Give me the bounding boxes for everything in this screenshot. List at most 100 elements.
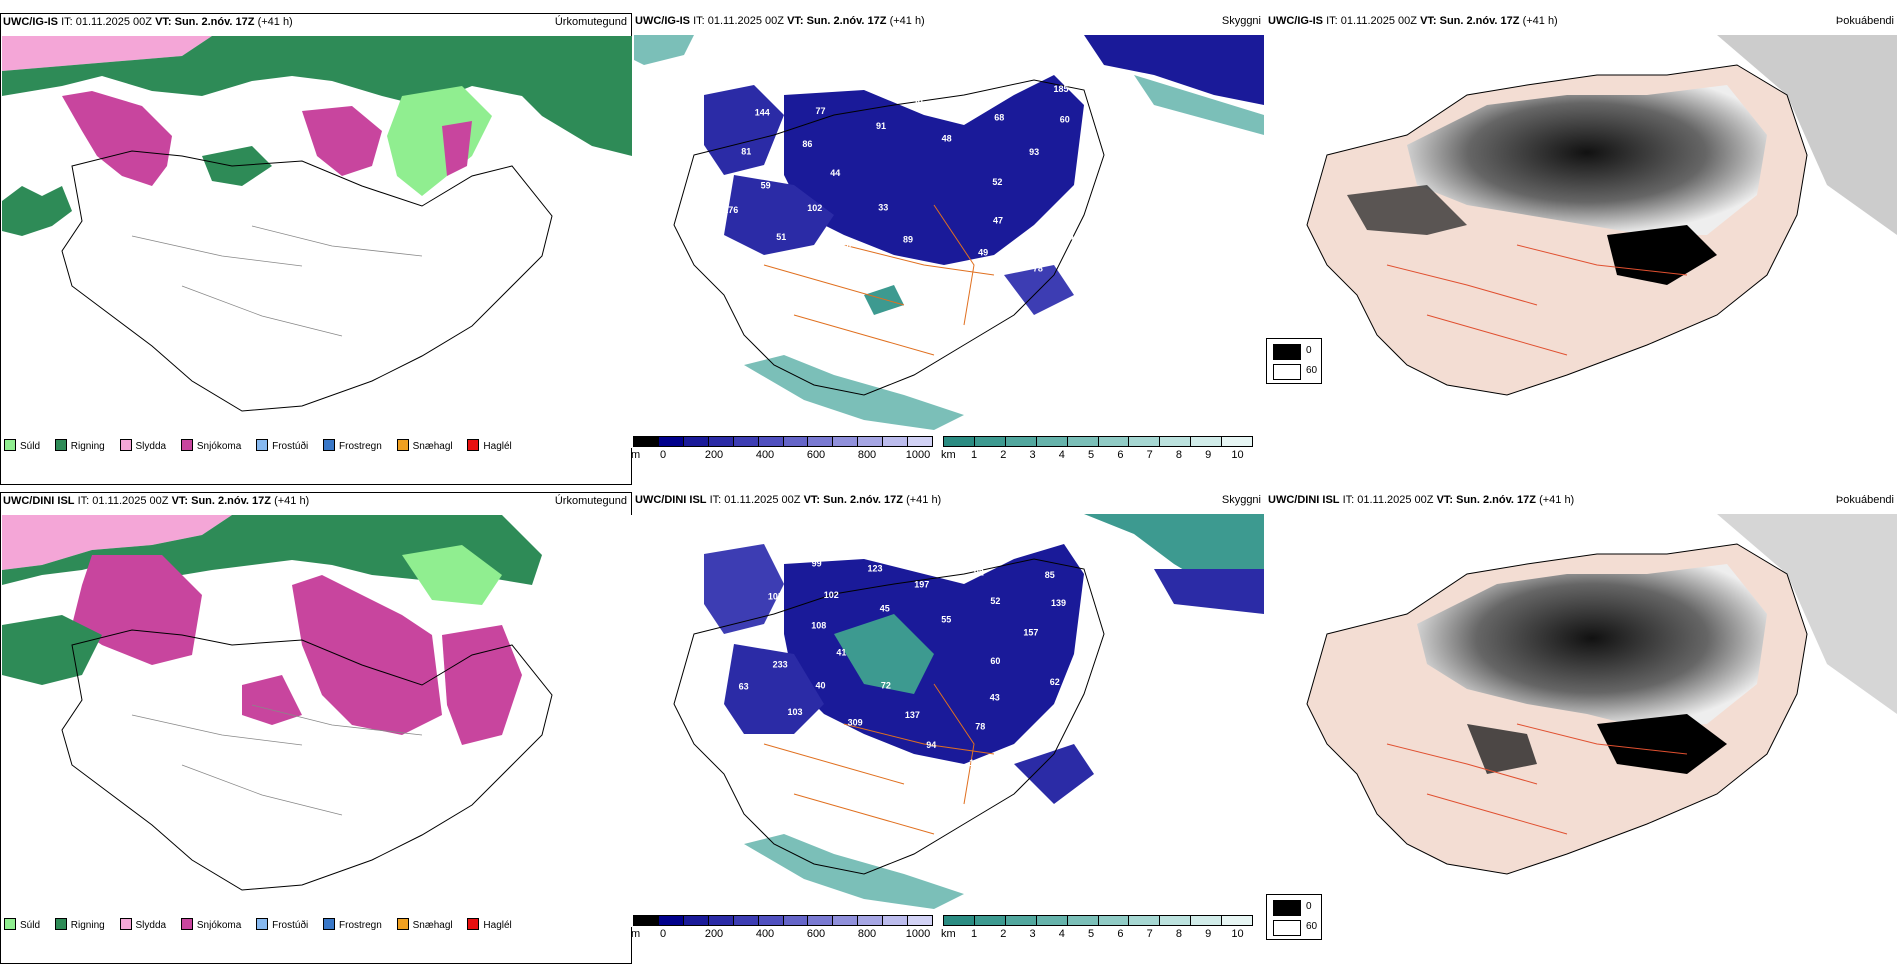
- colorbar-segment: [1160, 916, 1192, 925]
- panel-header: UWC/DINI ISL IT: 01.11.2025 00Z VT: Sun.…: [635, 494, 1261, 510]
- colorbar-segment: [1191, 437, 1223, 446]
- vt-label: VT:: [1436, 494, 1454, 506]
- ceiling-unit: m: [631, 928, 641, 940]
- ceiling-value-label: 85: [1045, 570, 1055, 580]
- forecast-row-igis: UWC/IG-IS IT: 01.11.2025 00Z VT: Sun. 2.…: [0, 13, 1900, 485]
- ceiling-value-label: 55: [941, 615, 951, 625]
- colorbar-tick-label: 5: [1088, 449, 1095, 461]
- colorbar-tick-label: 800: [857, 928, 877, 940]
- colorbar-segment: [758, 437, 784, 446]
- ceiling-value-label: 103: [788, 707, 803, 717]
- legend-item-frostudi: Frostúði: [256, 439, 308, 452]
- colorbar-tick-label: 3: [1029, 928, 1036, 940]
- panel-header: UWC/IG-IS IT: 01.11.2025 00Z VT: Sun. 2.…: [3, 16, 627, 32]
- colorbar-tick-label: 6: [1117, 928, 1124, 940]
- precip-type-panel: UWC/DINI ISL IT: 01.11.2025 00Z VT: Sun.…: [0, 492, 632, 964]
- model-name: UWC/IG-IS: [1268, 15, 1323, 27]
- ceiling-value-label: 144: [755, 108, 770, 118]
- ceiling-colorbar: 0 200 400 600 800 1000 m: [631, 915, 933, 949]
- it-label: IT:: [693, 15, 705, 27]
- ceiling-value-label: 197: [914, 580, 929, 590]
- it-label: IT:: [1326, 15, 1338, 27]
- colorbar-segment: [1222, 437, 1253, 446]
- legend-label: Snjókoma: [196, 920, 242, 931]
- legend-item-snaehagl: Snæhagl: [396, 918, 453, 931]
- legend-label: Slydda: [135, 441, 167, 452]
- legend-item-snaehagl: Snæhagl: [396, 439, 453, 452]
- legend-item-frostudi: Frostúði: [256, 918, 308, 931]
- ceiling-value-label: 116: [935, 547, 950, 557]
- vt-label: VT:: [155, 16, 172, 28]
- ceiling-value-label: 137: [905, 710, 920, 720]
- ceiling-visibility-panel: UWC/IG-IS IT: 01.11.2025 00Z VT: Sun. 2.…: [631, 13, 1265, 485]
- colorbar-segment: [1067, 437, 1099, 446]
- ceiling-colorbar-bar: [633, 436, 933, 447]
- ceiling-value-label: 123: [868, 564, 883, 574]
- ceiling-value-label: 49: [978, 247, 988, 257]
- ceiling-value-label: 78: [1033, 263, 1043, 273]
- ceiling-value-label: 33: [878, 203, 888, 213]
- colorbar-tick-label: 2: [1000, 928, 1007, 940]
- legend-item-hagel: Haglél: [467, 439, 512, 452]
- colorbar-tick-label: 2: [1000, 449, 1007, 461]
- legend-item-slydda: Slydda: [119, 439, 167, 452]
- ceiling-value-label: 93: [1029, 147, 1039, 157]
- vt-value: Sun. 2.nóv. 17Z: [806, 15, 887, 27]
- legend-item-suld: Súld: [4, 918, 40, 931]
- ceiling-value-label: 51: [776, 232, 786, 242]
- colorbar-segment: [858, 437, 884, 446]
- colorbar-segment: [758, 916, 784, 925]
- ceiling-visibility-panel: UWC/DINI ISL IT: 01.11.2025 00Z VT: Sun.…: [631, 492, 1265, 964]
- ceiling-colorbar-ticks: 0 200 400 600 800 1000: [633, 928, 933, 942]
- colorbar-tick-label: 4: [1058, 928, 1065, 940]
- legend-swatch: [119, 439, 132, 451]
- ceiling-value-label: 60: [990, 656, 1000, 666]
- ceiling-value-label: 120: [1108, 668, 1123, 678]
- ceiling-value-label: 60: [1060, 114, 1070, 124]
- ceiling-value-label: 105: [768, 592, 783, 602]
- ceiling-value-label: 176: [723, 205, 738, 215]
- colorbar-segment: [883, 437, 909, 446]
- lead-time: (+41 h): [889, 15, 925, 27]
- ceiling-value-label: 180: [1121, 190, 1136, 200]
- colorbar-segment: [858, 916, 884, 925]
- colorbar-tick-label: 8: [1175, 449, 1182, 461]
- ceiling-value-label: 90: [853, 273, 863, 283]
- legend-label: Snæhagl: [412, 441, 453, 452]
- colorbar-segment: [658, 437, 684, 446]
- colorbar-segment: [634, 437, 659, 446]
- ceiling-value-label: 99: [812, 559, 822, 569]
- ceiling-unit: m: [631, 449, 641, 461]
- visibility-unit: km: [941, 928, 956, 940]
- legend-swatch: [119, 918, 132, 930]
- legend-item-frostregn: Frostregn: [323, 439, 382, 452]
- ceiling-value-label: 72: [881, 680, 891, 690]
- it-label: IT:: [61, 16, 73, 28]
- visibility-colorbar: 1 2 3 4 5 6 7 8 9 10 km: [941, 915, 1253, 949]
- fog-legend-label: 60: [1306, 921, 1318, 932]
- visibility-map: 52 33 48 47 44 93 89 91 93 102 68 49 86 69 58 48 66 59 60 6…: [634, 35, 1264, 447]
- colorbar-tick-label: 10: [1231, 928, 1244, 940]
- ceiling-value-label: 48: [1110, 702, 1120, 712]
- vt-value: Sun. 2.nóv. 17Z: [1439, 15, 1520, 27]
- ceiling-value-label: 63: [739, 682, 749, 692]
- colorbar-segment: [634, 916, 659, 925]
- legend-swatch: [323, 918, 336, 930]
- ceiling-value-label: 43: [990, 692, 1000, 702]
- ceiling-value-label: 103: [1163, 168, 1178, 178]
- visibility-colorbar-ticks: 1 2 3 4 5 6 7 8 9 10: [943, 449, 1253, 463]
- ceiling-value-label: 185: [1054, 84, 1069, 94]
- it-value: 01.11.2025 00Z: [707, 15, 784, 27]
- ceiling-value-label: 70: [1107, 616, 1117, 626]
- legend-swatch: [54, 439, 67, 451]
- colorbar-tick-label: 1000: [905, 928, 931, 940]
- ceiling-value-label: 139: [1051, 598, 1066, 608]
- parameter-name: Skyggni: [1221, 15, 1261, 27]
- lead-time: (+41 h): [906, 494, 942, 506]
- colorbar-segment: [908, 916, 933, 925]
- ceiling-value-label: 45: [880, 604, 890, 614]
- fog-legend-label: 0: [1306, 901, 1312, 912]
- parameter-name: Skyggni: [1221, 494, 1261, 506]
- legend-label: Súld: [20, 441, 41, 452]
- legend-swatch: [396, 439, 409, 451]
